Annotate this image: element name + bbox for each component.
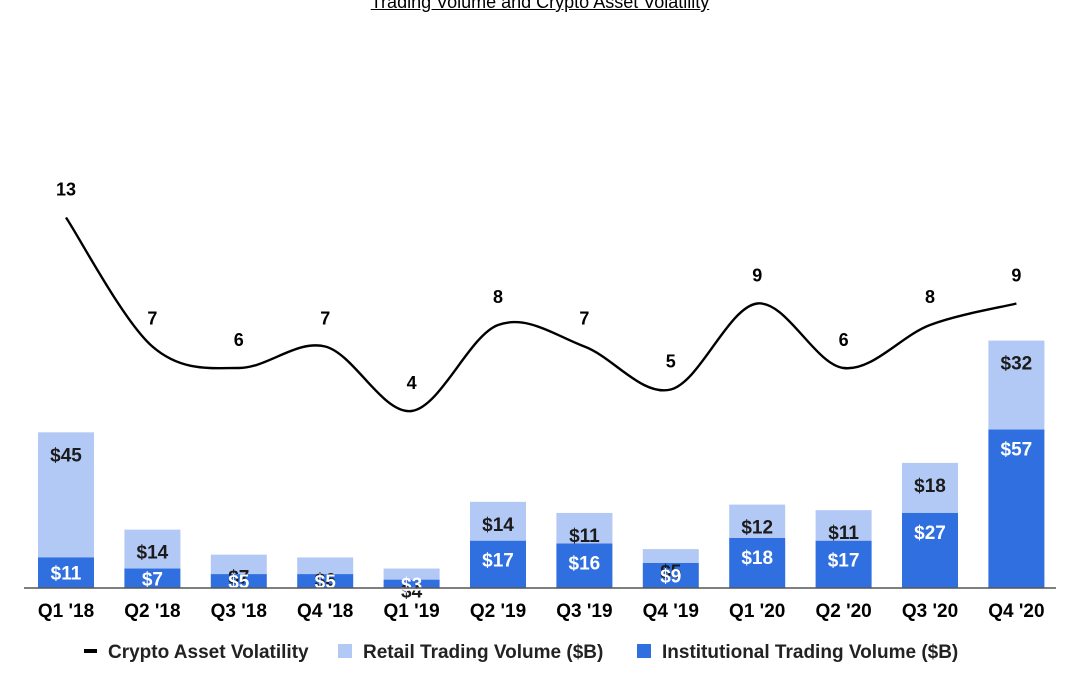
- legend-swatch-institutional: [637, 644, 651, 658]
- institutional-value-label: $11: [51, 564, 82, 585]
- x-tick-label: Q4 '19: [643, 601, 699, 622]
- institutional-value-label: $3: [401, 575, 422, 596]
- institutional-value-label: $5: [228, 572, 250, 593]
- x-tick-label: Q1 '18: [38, 601, 94, 622]
- volatility-value-label: 9: [752, 266, 762, 286]
- bars-layer: $45$11$14$7 $7$5 $6$5 $4$3$14$17$11$16 $5$9$…: [38, 340, 1045, 603]
- retail-bar: [556, 512, 613, 544]
- retail-value-label: $14: [482, 515, 514, 536]
- institutional-value-label: $7: [142, 569, 163, 590]
- retail-bar: [297, 557, 354, 575]
- retail-bar: [383, 568, 440, 580]
- x-tick-label: Q2 '19: [470, 601, 526, 622]
- chart-title: Trading Volume and Crypto Asset Volatili…: [370, 0, 710, 12]
- institutional-bar: [470, 540, 526, 588]
- retail-bar: [470, 501, 526, 541]
- volatility-value-label: 7: [147, 309, 157, 329]
- volatility-line-layer: 13 7 6 7 4 8 7 5 9 6 8 9: [56, 180, 1021, 413]
- retail-value-label: $11: [569, 526, 600, 547]
- x-axis-ticks: Q1 '18 Q2 '18 Q3 '18 Q4 '18 Q1 '19 Q2 '19 Q3 '…: [38, 601, 1045, 622]
- retail-bar: [815, 510, 872, 541]
- institutional-bar: [124, 568, 181, 588]
- institutional-value-label: $57: [1001, 440, 1033, 461]
- institutional-bar: [815, 540, 872, 588]
- retail-bar: [729, 504, 786, 538]
- institutional-value-label: $16: [569, 554, 601, 575]
- x-tick-label: Q2 '20: [815, 601, 871, 622]
- institutional-bar: [38, 557, 94, 588]
- x-tick-label: Q3 '19: [556, 601, 612, 622]
- legend-swatch-volatility: [84, 649, 97, 653]
- institutional-value-label: $9: [660, 566, 681, 587]
- x-tick-label: Q4 '20: [988, 601, 1044, 622]
- institutional-bar: [902, 512, 958, 588]
- x-tick-label: Q3 '20: [902, 601, 958, 622]
- retail-bar: [124, 529, 181, 569]
- volatility-line: [65, 216, 1017, 413]
- legend-label-institutional: Institutional Trading Volume ($B): [662, 642, 958, 663]
- institutional-bar: [988, 429, 1045, 588]
- volatility-value-label: 13: [56, 180, 76, 200]
- x-tick-label: Q3 '18: [211, 601, 267, 622]
- institutional-bar: [210, 574, 267, 588]
- retail-value-label: $12: [741, 518, 773, 539]
- retail-bar: [988, 340, 1045, 430]
- retail-value-label: $18: [914, 476, 946, 497]
- volatility-value-label: 7: [320, 309, 330, 329]
- institutional-value-label: $18: [741, 548, 773, 569]
- legend: Crypto Asset Volatility Retail Trading Vo…: [84, 642, 958, 663]
- volatility-value-label: 8: [493, 287, 503, 307]
- institutional-bar: [642, 562, 699, 588]
- retail-value-label: $5: [660, 562, 682, 583]
- legend-label-volatility: Crypto Asset Volatility: [108, 642, 309, 663]
- retail-value-label: $14: [137, 543, 169, 564]
- retail-bar: [38, 432, 94, 558]
- retail-bar: [902, 462, 958, 513]
- retail-value-label: $4: [401, 582, 423, 603]
- volatility-value-label: 9: [1011, 266, 1021, 286]
- institutional-bar: [383, 579, 440, 588]
- volatility-value-label: 5: [666, 352, 676, 372]
- institutional-value-label: $17: [482, 551, 514, 572]
- volatility-value-label: 4: [407, 373, 417, 393]
- volatility-value-label: 6: [839, 330, 849, 350]
- institutional-bar: [297, 574, 354, 588]
- x-tick-label: Q1 '19: [383, 601, 439, 622]
- volatility-value-label: 6: [234, 330, 244, 350]
- retail-value-label: $7: [228, 568, 249, 589]
- volatility-value-label: 7: [579, 309, 589, 329]
- volatility-value-label: 8: [925, 287, 935, 307]
- retail-bar: [642, 549, 699, 563]
- legend-label-retail: Retail Trading Volume ($B): [363, 642, 603, 663]
- x-tick-label: Q1 '20: [729, 601, 785, 622]
- institutional-value-label: $17: [828, 551, 860, 572]
- retail-value-label: $45: [50, 445, 82, 466]
- institutional-bar: [556, 543, 613, 588]
- x-tick-label: Q4 '18: [297, 601, 353, 622]
- retail-value-label: $32: [1001, 354, 1033, 375]
- retail-value-label: $6: [315, 570, 336, 591]
- x-tick-label: Q2 '18: [124, 601, 180, 622]
- institutional-bar: [729, 537, 786, 588]
- retail-bar: [210, 554, 267, 575]
- legend-swatch-retail: [338, 644, 352, 658]
- institutional-value-label: $5: [315, 572, 337, 593]
- institutional-value-label: $27: [914, 523, 946, 544]
- retail-value-label: $11: [828, 523, 859, 544]
